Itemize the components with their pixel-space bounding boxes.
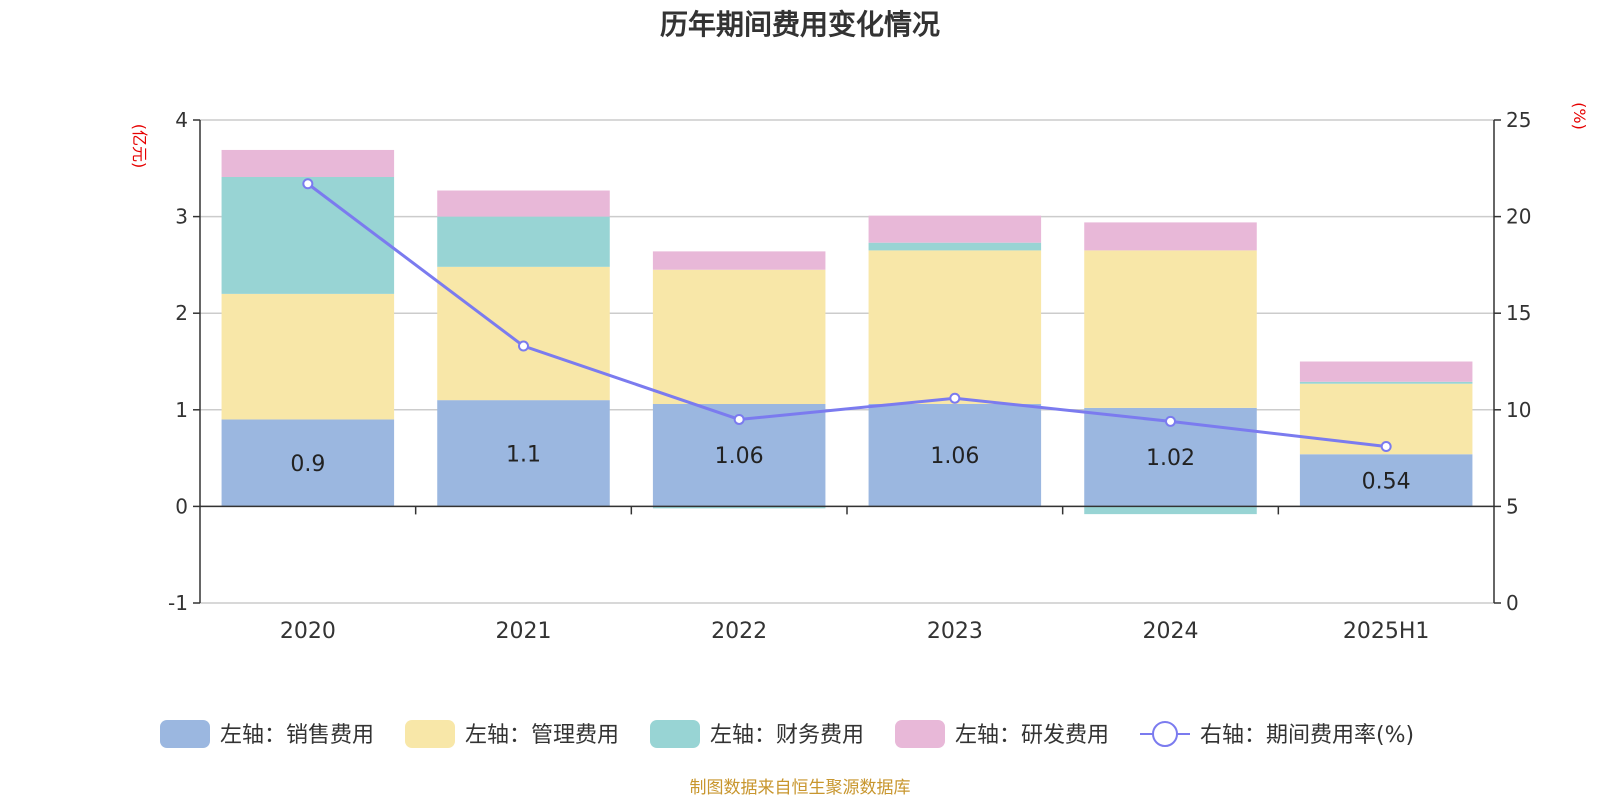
bar-3-2024 (1084, 222, 1257, 251)
data-label: 1.02 (1146, 446, 1195, 471)
data-label: 1.1 (506, 442, 541, 467)
data-label: 0.9 (290, 452, 325, 477)
right-tick-label: 0 (1506, 591, 1519, 615)
legend-label: 左轴：研发费用 (955, 723, 1109, 748)
category-label: 2025H1 (1343, 619, 1430, 644)
data-label: 0.54 (1362, 469, 1411, 494)
bar-3-2025H1 (1299, 361, 1473, 382)
left-tick-label: 1 (175, 398, 188, 422)
data-labels: 0.9 1.1 1.06 1.06 1.02 0.54 (290, 442, 1410, 494)
left-tick-label: 2 (175, 301, 188, 325)
bar-2-2022 (652, 506, 826, 509)
bar-0-2021 (437, 400, 610, 507)
legend-marker-swatch (1152, 721, 1178, 747)
legend: 左轴：销售费用 左轴：管理费用 左轴：财务费用 左轴：研发费用 右轴：期间费用率(%) (160, 720, 1414, 748)
rate-point (1165, 415, 1176, 427)
bar-1-2023 (868, 250, 1042, 405)
left-tick-label: -1 (168, 591, 188, 615)
rate-point (518, 340, 529, 352)
legend-label: 左轴：销售费用 (220, 723, 374, 748)
bar-0-2023 (868, 404, 1042, 507)
right-tick-label: 25 (1506, 108, 1531, 132)
left-tick-label: 3 (175, 205, 188, 229)
bar-3-2023 (868, 215, 1042, 243)
axes: -1 0 1 2 3 4 0 5 10 15 20 25 2020 2021 2022 2023 2024 202… (168, 108, 1531, 644)
bar-3-2022 (652, 251, 826, 270)
bar-2-2020 (221, 176, 395, 294)
rate-point (949, 392, 961, 404)
source-footer: 制图数据来自恒生聚源数据库 (690, 778, 911, 798)
legend-swatch (895, 720, 945, 748)
rate-point (302, 178, 314, 190)
legend-item[interactable]: 左轴：财务费用 (650, 720, 864, 748)
rate-line-path (306, 182, 1387, 448)
legend-label: 左轴：财务费用 (710, 723, 864, 748)
bar-1-2022 (652, 269, 826, 405)
bar-1-2020 (221, 293, 395, 420)
bar-3-2020 (221, 149, 395, 177)
bar-0-2025H1 (1299, 454, 1473, 507)
right-tick-label: 5 (1506, 494, 1519, 518)
category-label: 2022 (711, 619, 767, 644)
legend-item[interactable]: 左轴：研发费用 (895, 720, 1109, 748)
legend-swatch (650, 720, 700, 748)
bar-2-2021 (437, 216, 610, 267)
bar-0-2020 (221, 419, 395, 507)
right-tick-label: 20 (1506, 205, 1531, 229)
bar-2-2024 (1084, 506, 1257, 515)
bar-2-2025H1 (1299, 381, 1473, 384)
bar-1-2024 (1084, 250, 1257, 408)
legend-item[interactable]: 右轴：期间费用率(%) (1140, 721, 1414, 748)
category-label: 2024 (1143, 619, 1199, 644)
left-tick-label: 0 (175, 494, 188, 518)
right-tick-label: 15 (1506, 301, 1531, 325)
bar-3-2021 (437, 190, 610, 217)
data-label: 1.06 (715, 444, 764, 469)
category-label: 2020 (280, 619, 336, 644)
legend-swatch (405, 720, 455, 748)
right-tick-label: 10 (1506, 398, 1531, 422)
left-tick-label: 4 (175, 108, 188, 132)
category-label: 2021 (496, 619, 552, 644)
legend-item[interactable]: 左轴：销售费用 (160, 720, 374, 748)
legend-swatch (160, 720, 210, 748)
legend-label: 右轴：期间费用率(%) (1200, 723, 1414, 748)
bars (221, 149, 1473, 515)
legend-label: 左轴：管理费用 (465, 723, 619, 748)
category-label: 2023 (927, 619, 983, 644)
rate-point (733, 413, 745, 425)
data-label: 1.06 (930, 444, 979, 469)
rate-line (302, 178, 1392, 453)
legend-item[interactable]: 左轴：管理费用 (405, 720, 619, 748)
chart-title: 历年期间费用变化情况 (660, 8, 940, 41)
right-axis-unit: (%) (1570, 102, 1589, 130)
rate-point (1380, 441, 1392, 453)
bar-2-2023 (868, 242, 1042, 251)
left-axis-unit: (亿元) (130, 124, 149, 169)
bar-1-2021 (437, 266, 610, 401)
